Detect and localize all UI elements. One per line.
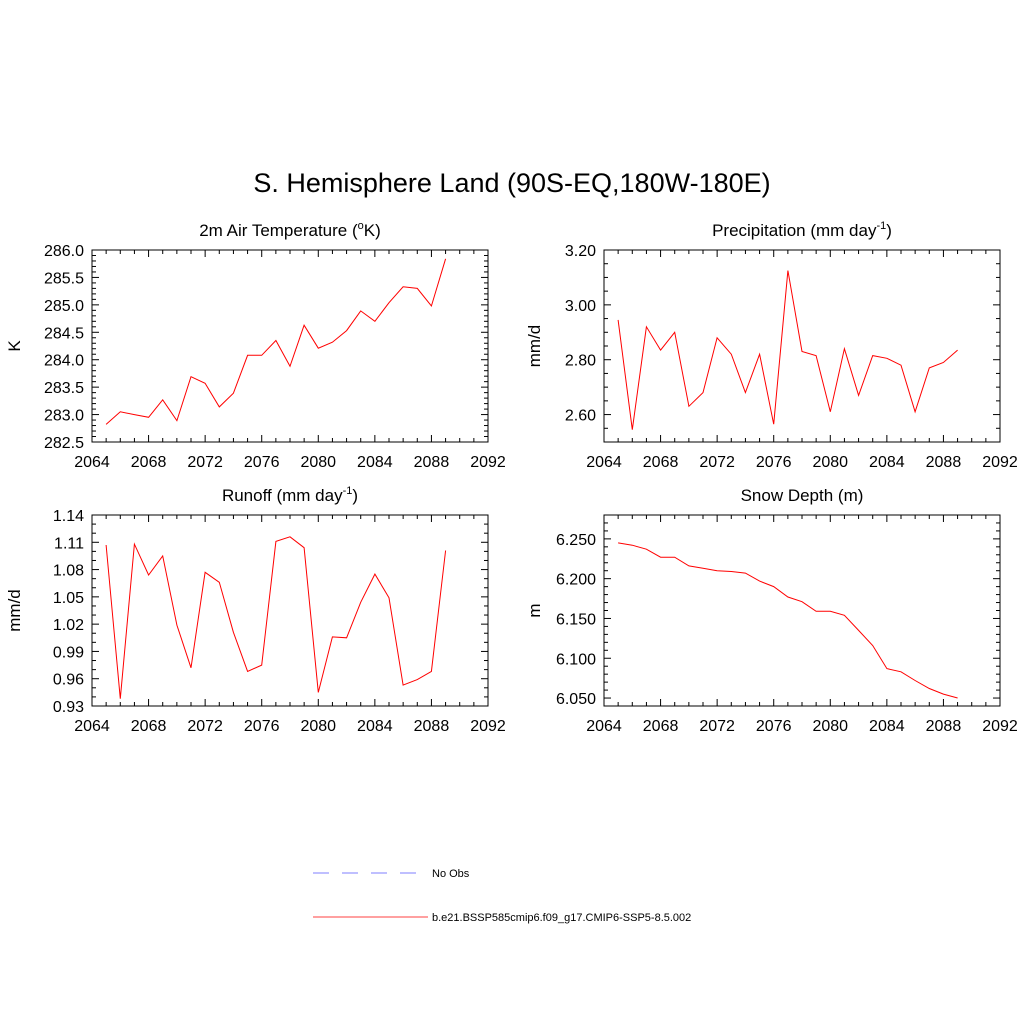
precipitation-xtick-label: 2064 bbox=[586, 454, 622, 471]
runoff-title: Runoff (mm day-1) bbox=[222, 485, 358, 505]
precipitation-xtick-label: 2080 bbox=[812, 454, 848, 471]
runoff-ylabel: mm/d bbox=[5, 589, 24, 632]
precipitation-title-superscript: -1 bbox=[876, 220, 886, 232]
runoff-ytick-label: 1.11 bbox=[54, 535, 84, 552]
precipitation-title-suffix: ) bbox=[886, 221, 892, 240]
snow-depth-xtick-label: 2072 bbox=[699, 718, 735, 735]
air-temperature-ytick-label: 285.0 bbox=[44, 298, 84, 315]
runoff-xtick-label: 2068 bbox=[131, 718, 167, 735]
runoff-xtick-label: 2076 bbox=[244, 718, 280, 735]
air-temperature-xtick-label: 2092 bbox=[470, 454, 506, 471]
snow-depth-ylabel: m bbox=[525, 603, 544, 617]
air-temperature-ytick-label: 286.0 bbox=[44, 243, 84, 260]
runoff-ytick-label: 0.93 bbox=[53, 699, 84, 716]
precipitation-xtick-label: 2068 bbox=[643, 454, 679, 471]
air-temperature-xtick-label: 2088 bbox=[414, 454, 450, 471]
snow-depth-ytick-label: 6.200 bbox=[556, 572, 596, 589]
snow-depth-series-line bbox=[618, 542, 958, 699]
panel-air-temperature: 2064 2068 2072 2076 2080 2084 2088 2092 282.5 283… bbox=[5, 220, 506, 471]
snow-depth-xtick-label: 2080 bbox=[812, 718, 848, 735]
air-temperature-xtick-label: 2080 bbox=[300, 454, 336, 471]
precipitation-ytick-label: 2.60 bbox=[565, 408, 596, 425]
runoff-plot-frame bbox=[91, 514, 489, 707]
air-temperature-ytick-label: 283.0 bbox=[44, 408, 84, 425]
runoff-xtick-label: 2088 bbox=[414, 718, 450, 735]
snow-depth-xtick-label: 2084 bbox=[869, 718, 905, 735]
precipitation-xtick-label: 2076 bbox=[756, 454, 792, 471]
air-temperature-xtick-label: 2076 bbox=[244, 454, 280, 471]
runoff-xtick-label: 2072 bbox=[187, 718, 223, 735]
legend-label-model: b.e21.BSSP585cmip6.f09_g17.CMIP6-SSP5-8.… bbox=[432, 912, 691, 924]
air-temperature-ytick-label: 285.5 bbox=[44, 270, 84, 287]
air-temperature-xtick-label: 2064 bbox=[74, 454, 110, 471]
precipitation-title-text: Precipitation (mm day bbox=[712, 221, 877, 240]
precipitation-ytick-label: 3.00 bbox=[565, 298, 596, 315]
snow-depth-ytick-label: 6.100 bbox=[556, 651, 596, 668]
runoff-title-text: Runoff (mm day bbox=[222, 486, 343, 505]
runoff-title-suffix: ) bbox=[352, 486, 358, 505]
snow-depth-plot-frame bbox=[603, 514, 1001, 707]
snow-depth-xtick-label: 2068 bbox=[643, 718, 679, 735]
runoff-xtick-label: 2080 bbox=[300, 718, 336, 735]
air-temperature-ylabel: K bbox=[5, 340, 24, 352]
air-temperature-xtick-label: 2068 bbox=[131, 454, 167, 471]
air-temperature-title-text: 2m Air Temperature ( bbox=[199, 221, 358, 240]
air-temperature-ytick-label: 283.5 bbox=[44, 380, 84, 397]
snow-depth-ytick-label: 6.050 bbox=[556, 691, 596, 708]
precipitation-ytick-label: 3.20 bbox=[565, 243, 596, 260]
precipitation-title: Precipitation (mm day-1) bbox=[712, 220, 892, 240]
precipitation-ytick-label: 2.80 bbox=[565, 353, 596, 370]
air-temperature-title-suffix: K) bbox=[364, 221, 381, 240]
figure-title: S. Hemisphere Land (90S-EQ,180W-180E) bbox=[253, 168, 771, 198]
runoff-ytick-label: 1.14 bbox=[53, 508, 84, 525]
snow-depth-ytick-label: 6.150 bbox=[556, 611, 596, 628]
air-temperature-ytick-label: 284.0 bbox=[44, 353, 84, 370]
air-temperature-title-superscript: o bbox=[358, 220, 364, 232]
snow-depth-title: Snow Depth (m) bbox=[741, 486, 864, 505]
snow-depth-xtick-label: 2088 bbox=[926, 718, 962, 735]
precipitation-series-line bbox=[617, 270, 958, 430]
snow-depth-xtick-label: 2064 bbox=[586, 718, 622, 735]
legend: No Obs b.e21.BSSP585cmip6.f09_g17.CMIP6-… bbox=[313, 868, 691, 924]
panel-runoff: 2064 2068 2072 2076 2080 2084 2088 2092 0.93 0.96… bbox=[5, 485, 506, 735]
precipitation-ylabel: mm/d bbox=[525, 325, 544, 368]
runoff-ytick-label: 1.05 bbox=[53, 590, 84, 607]
air-temperature-ytick-label: 282.5 bbox=[44, 435, 84, 452]
runoff-xtick-label: 2064 bbox=[74, 718, 110, 735]
air-temperature-xtick-label: 2072 bbox=[187, 454, 223, 471]
precipitation-xtick-label: 2088 bbox=[926, 454, 962, 471]
snow-depth-title-text: Snow Depth (m) bbox=[741, 486, 864, 505]
runoff-xtick-label: 2084 bbox=[357, 718, 393, 735]
panel-precipitation: 2064 2068 2072 2076 2080 2084 2088 2092 2.60 2.80… bbox=[525, 220, 1018, 471]
precipitation-xtick-label: 2072 bbox=[699, 454, 735, 471]
air-temperature-series-line bbox=[105, 258, 447, 425]
runoff-ytick-label: 1.08 bbox=[53, 563, 84, 580]
snow-depth-xtick-label: 2076 bbox=[756, 718, 792, 735]
runoff-ytick-label: 1.02 bbox=[53, 617, 84, 634]
runoff-series-line bbox=[105, 536, 447, 699]
precipitation-xtick-label: 2092 bbox=[982, 454, 1018, 471]
panel-snow-depth: 2064 2068 2072 2076 2080 2084 2088 2092 6.050 6.1… bbox=[525, 486, 1018, 735]
runoff-xtick-label: 2092 bbox=[470, 718, 506, 735]
runoff-ytick-label: 0.99 bbox=[53, 644, 84, 661]
air-temperature-xtick-label: 2084 bbox=[357, 454, 393, 471]
runoff-title-superscript: -1 bbox=[343, 485, 353, 497]
snow-depth-ytick-label: 6.250 bbox=[556, 532, 596, 549]
air-temperature-title: 2m Air Temperature (oK) bbox=[199, 220, 381, 240]
precipitation-xtick-label: 2084 bbox=[869, 454, 905, 471]
runoff-ytick-label: 0.96 bbox=[53, 672, 84, 689]
air-temperature-ytick-label: 284.5 bbox=[44, 325, 84, 342]
legend-label-no-obs: No Obs bbox=[432, 868, 470, 880]
snow-depth-xtick-label: 2092 bbox=[982, 718, 1018, 735]
